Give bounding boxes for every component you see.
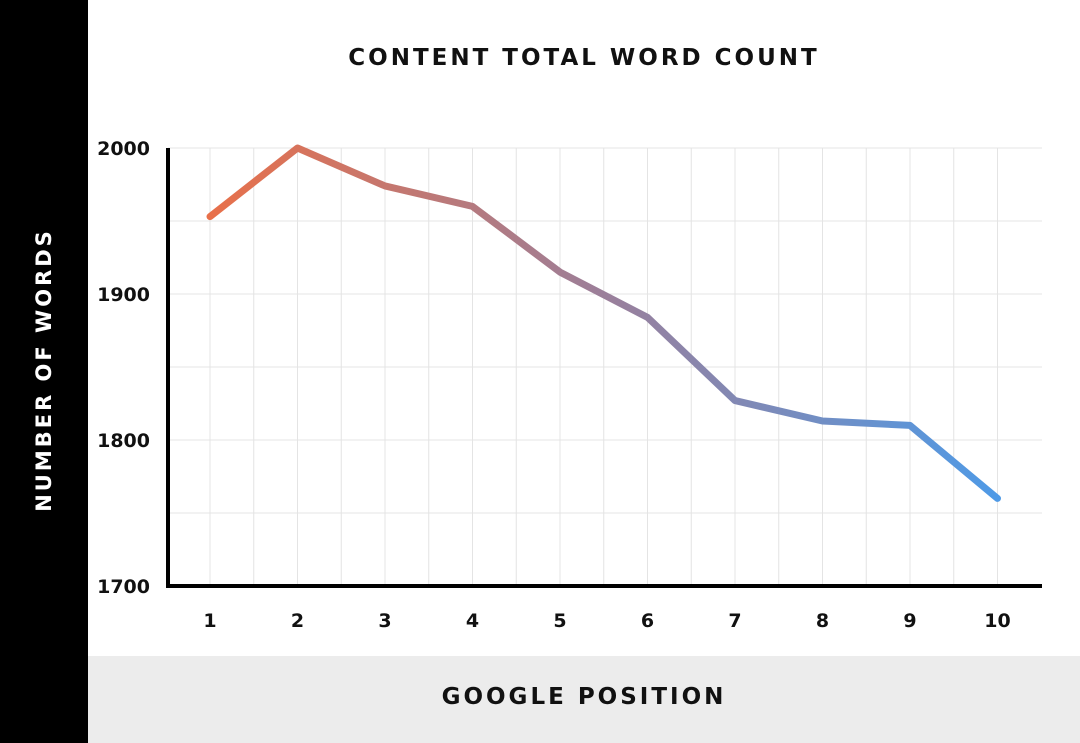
y-tick-label: 1900	[97, 284, 150, 306]
x-tick-label: 2	[291, 610, 304, 632]
x-tick-label: 1	[203, 610, 216, 632]
x-tick-label: 10	[984, 610, 1010, 632]
y-tick-label: 1800	[97, 430, 150, 452]
chart-title: CONTENT TOTAL WORD COUNT	[348, 45, 820, 71]
series-line	[206, 144, 1001, 502]
x-axis-label: GOOGLE POSITION	[441, 684, 727, 710]
y-axis-band: NUMBER OF WORDS	[0, 0, 88, 743]
x-tick-label: 9	[903, 610, 916, 632]
x-tick-label: 8	[816, 610, 829, 632]
x-tick-label: 6	[641, 610, 654, 632]
x-axis-band: GOOGLE POSITION	[88, 656, 1080, 743]
y-tick-label: 2000	[97, 138, 150, 160]
x-tick-label: 5	[553, 610, 566, 632]
x-tick-label: 7	[728, 610, 741, 632]
y-tick-label: 1700	[97, 576, 150, 598]
x-tick-label: 4	[466, 610, 479, 632]
x-tick-label: 3	[378, 610, 391, 632]
